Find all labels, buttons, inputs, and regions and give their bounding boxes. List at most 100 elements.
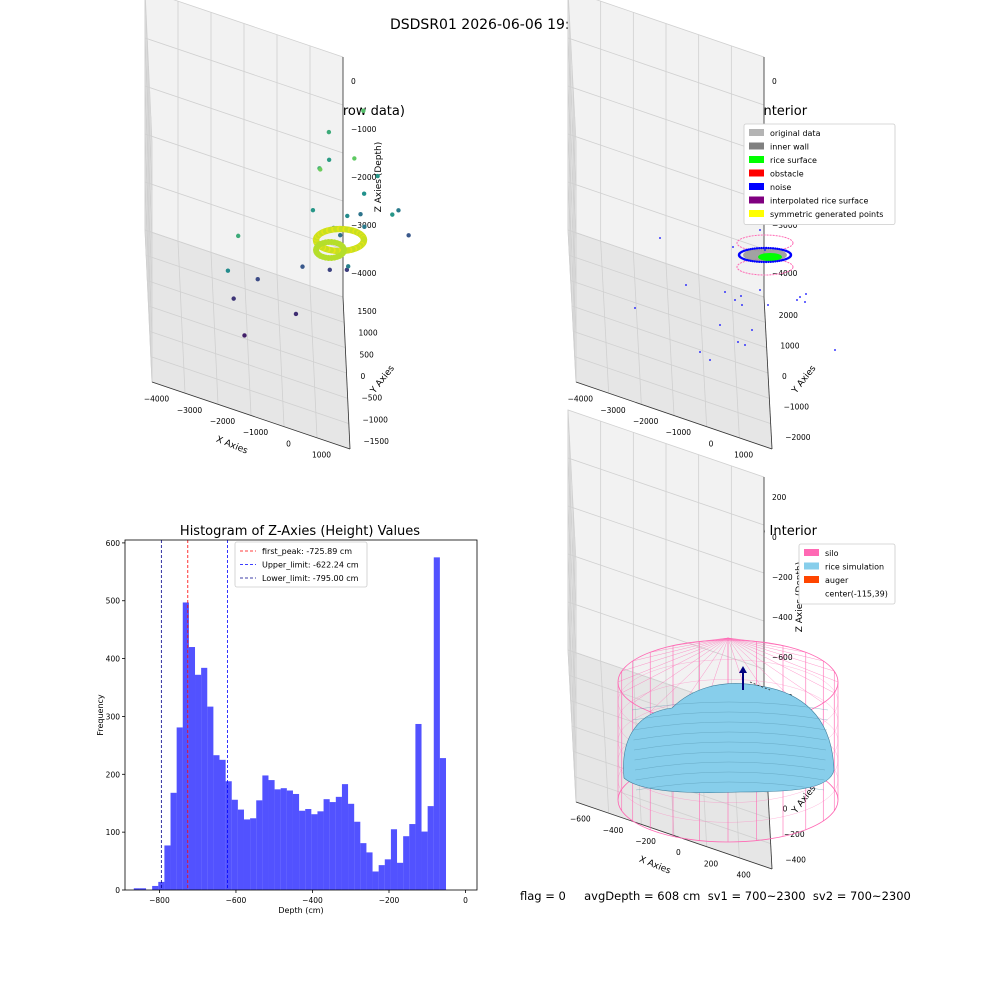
x-tick-label: −200 (635, 837, 656, 846)
x-tick-label: −200 (379, 896, 400, 905)
noise-point (764, 249, 766, 251)
histogram-bar (292, 793, 300, 890)
y-tick-label: 100 (106, 828, 121, 837)
noise-point (744, 259, 746, 261)
x-axis-line (151, 381, 351, 450)
histogram-bar (348, 803, 355, 890)
noise-point (749, 259, 752, 263)
noise-point (741, 304, 743, 306)
z-tick-label: −400 (772, 613, 793, 622)
histogram-bar (188, 647, 196, 890)
noise-point (760, 246, 763, 250)
data-point (406, 233, 411, 238)
histogram-bar (323, 799, 330, 890)
silo-roof-wire (727, 637, 784, 646)
histogram-title: Histogram of Z-Axies (Height) Values (179, 524, 421, 539)
histogram-bar (360, 843, 367, 890)
noise-point (778, 259, 781, 263)
x-tick-label: 0 (463, 896, 468, 905)
simulation-legend-swatch (804, 576, 819, 583)
histogram-bar (256, 800, 263, 890)
plot-frame (124, 539, 478, 891)
histogram-bar (317, 811, 324, 890)
histogram-legend-box (234, 541, 368, 588)
histogram-bar (341, 784, 349, 890)
grid-line (144, 229, 344, 383)
histogram-bar (139, 888, 147, 890)
x-axis-line (575, 381, 773, 450)
data-point (352, 156, 357, 161)
legend-label: Lower_limit: -795.00 cm (262, 574, 359, 583)
classify-legend-swatch (749, 196, 764, 204)
histogram-bar (409, 824, 416, 890)
histogram-bar (280, 788, 287, 890)
grid-line (567, 505, 765, 659)
histogram-bar (354, 821, 361, 890)
noise-point (805, 293, 807, 295)
y-tick-label: −500 (362, 394, 383, 403)
noise-point (685, 284, 687, 286)
noise-point (734, 299, 736, 301)
noise-point (834, 349, 836, 351)
noise-point (799, 296, 801, 298)
grid-line (573, 330, 770, 399)
histogram-bar (268, 780, 275, 890)
histogram-bar (182, 602, 189, 890)
y-tick-label: −1000 (363, 415, 389, 424)
histogram-bar (237, 809, 244, 890)
x-tick-label: −600 (226, 896, 247, 905)
data-point (361, 191, 367, 196)
histogram-bar (286, 790, 293, 890)
noise-point (774, 247, 777, 250)
histogram-bar (243, 819, 251, 890)
histogram-bar (152, 885, 159, 890)
x-axis-label: Depth (cm) (278, 906, 323, 915)
histogram-bar (384, 859, 391, 890)
classify-legend-label: interpolated rice surface (770, 197, 868, 206)
z-tick-label: 0 (772, 77, 777, 86)
histogram-bar (201, 667, 208, 890)
panel1-3d-axes: −4000 −3000 −2000 −1000 0 1000 −1500 −1000 −500 0… (144, 0, 411, 459)
silo-roof-wire (727, 637, 835, 694)
rice-mesh-line (635, 781, 825, 791)
noise-point (774, 260, 777, 263)
noise-point (732, 246, 734, 248)
simulation-legend-label: auger (825, 576, 849, 585)
rice-mesh-line (632, 711, 828, 721)
histogram-bar (207, 706, 214, 890)
data-point (358, 211, 363, 217)
histogram-bar (305, 809, 312, 890)
x-tick-label: 1000 (734, 450, 753, 459)
y-axis-line (763, 296, 773, 450)
rice-surface-blob (758, 253, 782, 261)
classify-legend-swatch (749, 169, 764, 177)
grid-line (568, 0, 765, 143)
grid-line (147, 280, 346, 349)
x-tick-label: 0 (676, 848, 681, 857)
noise-point (764, 246, 768, 250)
histogram-bar (299, 810, 306, 890)
x-tick-label: −800 (149, 896, 170, 905)
grid-line (569, 254, 766, 323)
data-point (293, 311, 299, 317)
silo-roof-wire (621, 637, 729, 694)
silo-roof-wire (632, 637, 729, 662)
silo-roof-wire (727, 637, 835, 672)
classify-legend-swatch (749, 156, 764, 163)
y-tick-label: 0 (361, 372, 366, 381)
z-tick-label: −1000 (351, 125, 377, 134)
data-point (344, 267, 350, 273)
grid-line (567, 181, 765, 335)
histogram-bar (231, 799, 238, 890)
histogram-bar (133, 888, 140, 890)
grid-line (567, 37, 765, 191)
y-tick-label: 0 (783, 805, 788, 814)
x-tick-label: −3000 (177, 406, 203, 415)
histogram-bar (225, 781, 232, 890)
histogram-bar (403, 836, 410, 890)
z-tick-label: −600 (772, 653, 793, 662)
histogram-bar (219, 759, 226, 890)
noise-point (764, 260, 768, 264)
grid-line (567, 229, 765, 383)
data-point (362, 224, 367, 230)
